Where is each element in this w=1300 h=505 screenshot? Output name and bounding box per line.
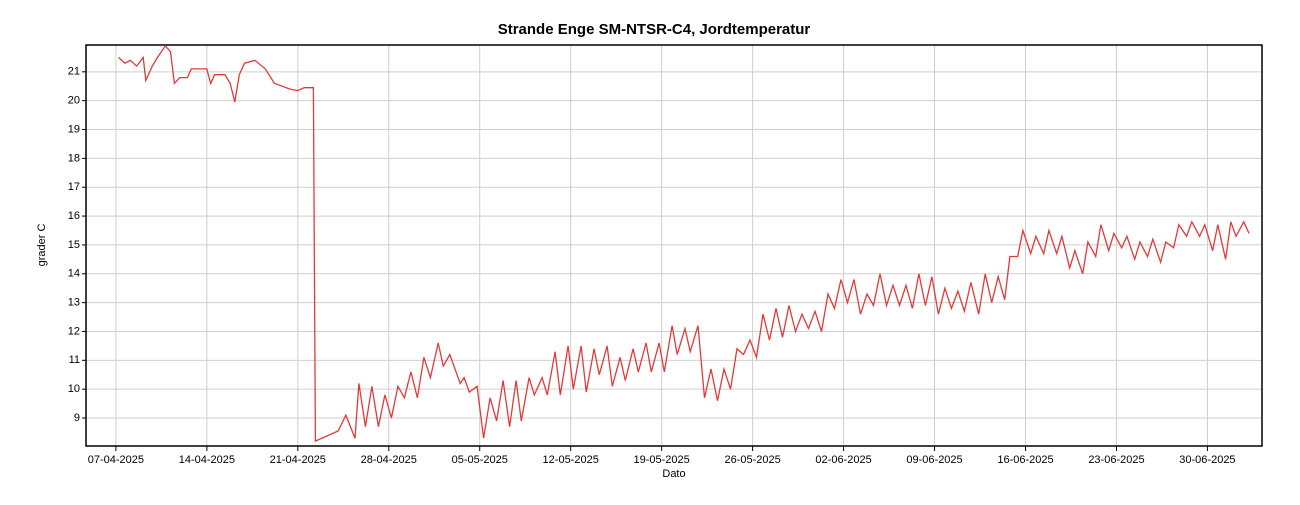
x-axis-label: Dato — [662, 468, 685, 480]
x-tick-label: 09-06-2025 — [906, 454, 962, 466]
y-tick-label: 17 — [68, 181, 80, 193]
x-tick-label: 30-06-2025 — [1179, 454, 1235, 466]
y-tick-label: 10 — [68, 383, 80, 395]
y-axis-label: grader C — [36, 224, 48, 267]
y-tick-label: 9 — [74, 412, 80, 424]
x-tick-label: 26-05-2025 — [724, 454, 780, 466]
y-tick-label: 21 — [68, 66, 80, 78]
y-tick-label: 13 — [68, 297, 80, 309]
y-tick-label: 19 — [68, 123, 80, 135]
plot-frame — [85, 44, 1263, 447]
x-tick-label: 19-05-2025 — [634, 454, 690, 466]
x-tick-label: 14-04-2025 — [179, 454, 235, 466]
y-tick-label: 15 — [68, 239, 80, 251]
data-line — [118, 44, 1250, 443]
y-tick-label: 11 — [69, 354, 80, 366]
x-tick-label: 02-06-2025 — [815, 454, 871, 466]
x-tick-label: 05-05-2025 — [452, 454, 508, 466]
y-tick-label: 20 — [68, 95, 80, 107]
y-tick-label: 16 — [68, 210, 80, 222]
y-tick-label: 12 — [68, 325, 80, 337]
y-tick-label: 18 — [68, 152, 80, 164]
y-tick-label: 14 — [68, 268, 80, 280]
x-tick-label: 28-04-2025 — [361, 454, 417, 466]
x-tick-label: 12-05-2025 — [543, 454, 599, 466]
x-tick-label: 21-04-2025 — [270, 454, 326, 466]
chart-title: Strande Enge SM-NTSR-C4, Jordtemperatur — [498, 21, 811, 38]
x-tick-label: 16-06-2025 — [997, 454, 1053, 466]
x-tick-label: 07-04-2025 — [88, 454, 144, 466]
x-tick-label: 23-06-2025 — [1088, 454, 1144, 466]
